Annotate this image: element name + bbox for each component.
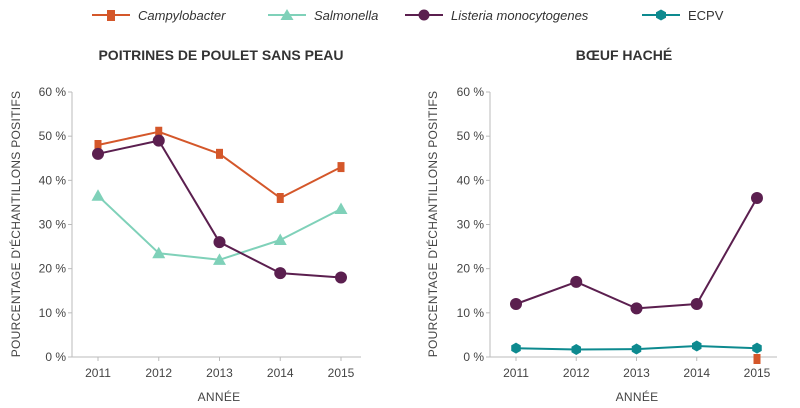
- series-line-listeria: [515, 197, 758, 310]
- x-axis-title-beef: ANNÉE: [616, 389, 659, 404]
- y-tick-label: 0 %: [463, 350, 484, 364]
- data-point-listeria: [335, 271, 347, 284]
- data-point-campylobacter: [276, 193, 284, 203]
- y-tick-label: 10 %: [457, 306, 485, 320]
- x-ticks-chicken: 2011 2012 2013 2014 2015: [85, 357, 355, 380]
- data-point-listeria: [690, 298, 703, 310]
- data-point-listeria: [152, 134, 165, 147]
- panel-title-beef: BŒUF HACHÉ: [576, 47, 672, 63]
- x-axis-title-chicken: ANNÉE: [198, 389, 241, 404]
- series-line-campylobacter: [97, 130, 342, 199]
- y-axis-title-beef: POURCENTAGE D'ÉCHANTILLONS POSITIFS: [425, 91, 440, 358]
- panel-beef: BŒUF HACHÉ POURCENTAGE D'ÉCHANTILLONS PO…: [425, 47, 777, 404]
- y-tick-label: 30 %: [457, 218, 485, 232]
- data-point-salmonella: [273, 233, 287, 245]
- axes-chicken: [71, 92, 361, 358]
- x-tick-label: 2013: [206, 366, 233, 380]
- y-tick-label: 60 %: [457, 85, 485, 99]
- legend-item-campylobacter: Campylobacter: [92, 8, 226, 23]
- y-tick-label: 20 %: [39, 262, 67, 276]
- x-ticks-beef: 2011 2012 2013 2014 2015: [503, 357, 771, 380]
- series-chicken: [91, 126, 348, 284]
- x-tick-label: 2012: [145, 366, 172, 380]
- data-point-salmonella: [334, 202, 348, 215]
- x-tick-label: 2012: [563, 366, 590, 380]
- panel-chicken: POITRINES DE POULET SANS PEAU POURCENTAG…: [8, 47, 361, 404]
- legend-label-ecpv: ECPV: [688, 8, 724, 23]
- series-beef: [510, 192, 763, 364]
- series-line-salmonella: [97, 195, 342, 261]
- y-tick-label: 50 %: [457, 129, 485, 143]
- y-tick-label: 10 %: [39, 306, 67, 320]
- y-tick-label: 40 %: [457, 173, 485, 187]
- data-point-ecpv: [752, 342, 762, 354]
- x-tick-label: 2015: [328, 366, 355, 380]
- x-tick-label: 2011: [503, 366, 529, 380]
- data-point-ecpv: [571, 343, 582, 355]
- data-point-ecpv: [511, 342, 521, 354]
- data-point-listeria: [751, 192, 763, 204]
- x-tick-label: 2011: [85, 366, 111, 380]
- data-point-listeria: [630, 302, 643, 315]
- legend-marker-campylobacter: [107, 10, 115, 21]
- data-point-campylobacter: [753, 354, 761, 364]
- y-tick-label: 0 %: [45, 350, 66, 364]
- x-tick-label: 2013: [623, 366, 650, 380]
- data-point-listeria: [92, 147, 104, 160]
- data-point-campylobacter: [216, 148, 223, 159]
- legend: Campylobacter Salmonella Listeria monocy…: [92, 8, 724, 23]
- x-tick-label: 2014: [683, 366, 710, 380]
- y-tick-label: 20 %: [457, 262, 485, 276]
- y-ticks-chicken: 0 % 10 % 20 % 30 % 40 % 50 % 60 %: [39, 85, 72, 364]
- data-point-campylobacter: [155, 126, 163, 137]
- data-point-salmonella: [91, 189, 105, 201]
- y-tick-label: 30 %: [39, 218, 67, 232]
- data-point-listeria: [510, 298, 522, 310]
- data-point-listeria: [213, 236, 226, 249]
- y-tick-label: 40 %: [39, 173, 67, 187]
- data-point-campylobacter: [94, 140, 102, 150]
- data-point-salmonella: [213, 253, 226, 265]
- legend-item-ecpv: ECPV: [642, 8, 724, 23]
- legend-label-campylobacter: Campylobacter: [138, 8, 226, 23]
- data-point-ecpv: [691, 340, 702, 352]
- y-tick-label: 50 %: [39, 129, 67, 143]
- data-point-ecpv: [631, 343, 642, 355]
- x-tick-label: 2015: [744, 366, 771, 380]
- legend-label-salmonella: Salmonella: [314, 8, 378, 23]
- legend-item-salmonella: Salmonella: [268, 8, 378, 23]
- x-tick-label: 2014: [267, 366, 294, 380]
- data-point-listeria: [570, 275, 583, 288]
- data-point-listeria: [274, 267, 287, 280]
- legend-item-listeria: Listeria monocytogenes: [405, 8, 589, 23]
- y-axis-title-chicken: POURCENTAGE D'ÉCHANTILLONS POSITIFS: [8, 91, 23, 358]
- data-point-salmonella: [152, 246, 166, 259]
- y-tick-label: 60 %: [39, 85, 67, 99]
- panel-title-chicken: POITRINES DE POULET SANS PEAU: [98, 47, 343, 63]
- legend-marker-listeria: [418, 9, 430, 21]
- legend-marker-salmonella: [280, 9, 294, 20]
- axes-beef: [489, 92, 777, 358]
- y-ticks-beef: 0 % 10 % 20 % 30 % 40 % 50 % 60 %: [457, 85, 490, 364]
- legend-label-listeria: Listeria monocytogenes: [451, 8, 589, 23]
- data-point-campylobacter: [337, 162, 345, 173]
- legend-marker-ecpv: [656, 9, 666, 21]
